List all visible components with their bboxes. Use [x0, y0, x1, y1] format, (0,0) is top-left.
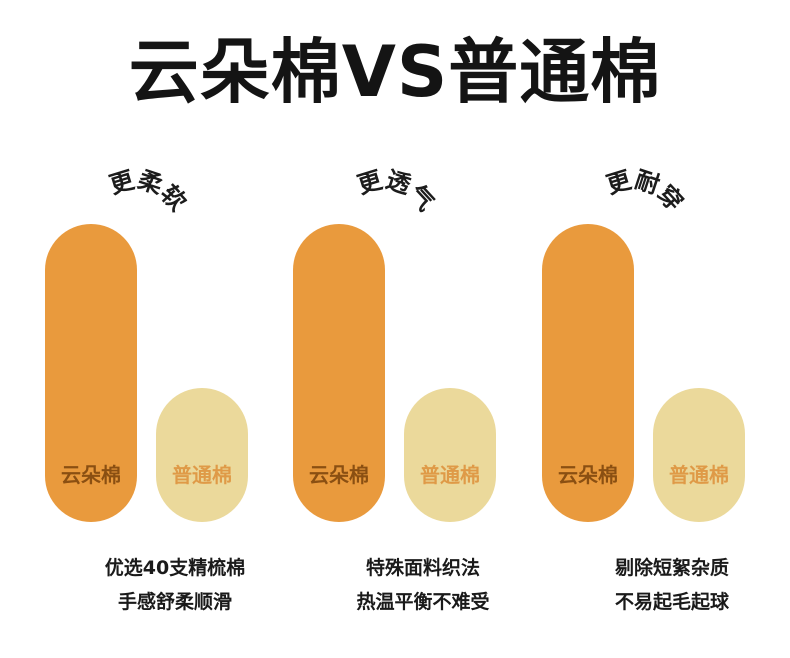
comparison-panel-durability: 更耐穿 云朵棉 普通棉 剔除短絮杂质 不易起毛起球: [542, 150, 790, 658]
description-line-1: 优选40支精梳棉: [104, 557, 246, 579]
bar-label-normal-cotton: 普通棉: [172, 463, 232, 487]
bar-cloud-cotton: 云朵棉: [45, 224, 137, 522]
bar-label-normal-cotton: 普通棉: [669, 463, 729, 487]
bar-label-cloud-cotton: 云朵棉: [558, 463, 618, 487]
panel-title-text: 更耐穿: [603, 165, 688, 216]
panel-title-textpath: 更柔软: [106, 165, 191, 216]
panel-title-text: 更透气: [354, 165, 439, 216]
description-line-2: 热温平衡不难受: [356, 591, 490, 613]
description-line-2: 手感舒柔顺滑: [117, 591, 232, 613]
description-line-1: 剔除短絮杂质: [614, 557, 729, 579]
bar-cloud-cotton: 云朵棉: [542, 224, 634, 522]
panel-title-textpath: 更透气: [354, 165, 439, 216]
bar-cloud-cotton: 云朵棉: [293, 224, 385, 522]
comparison-panel-softness: 更柔软 云朵棉 普通棉 优选40支精梳棉 手感舒柔顺滑: [45, 150, 305, 658]
panel-title: 更透气: [354, 165, 439, 216]
bar-label-cloud-cotton: 云朵棉: [309, 463, 369, 487]
panel-title: 更柔软: [106, 165, 191, 216]
bar-normal-cotton: 普通棉: [156, 388, 248, 522]
bar-label-normal-cotton: 普通棉: [420, 463, 480, 487]
bar-normal-cotton: 普通棉: [653, 388, 745, 522]
panel-title: 更耐穿: [603, 165, 688, 216]
description-line-1: 特殊面料织法: [365, 557, 480, 579]
panel-title-textpath: 更耐穿: [603, 165, 688, 216]
description-line-2: 不易起毛起球: [614, 591, 729, 613]
page-title: 云朵棉VS普通棉: [128, 31, 662, 113]
panel-title-text: 更柔软: [106, 165, 191, 216]
bar-normal-cotton: 普通棉: [404, 388, 496, 522]
comparison-panel-breathability: 更透气 云朵棉 普通棉 特殊面料织法 热温平衡不难受: [293, 150, 553, 658]
bar-label-cloud-cotton: 云朵棉: [61, 463, 121, 487]
